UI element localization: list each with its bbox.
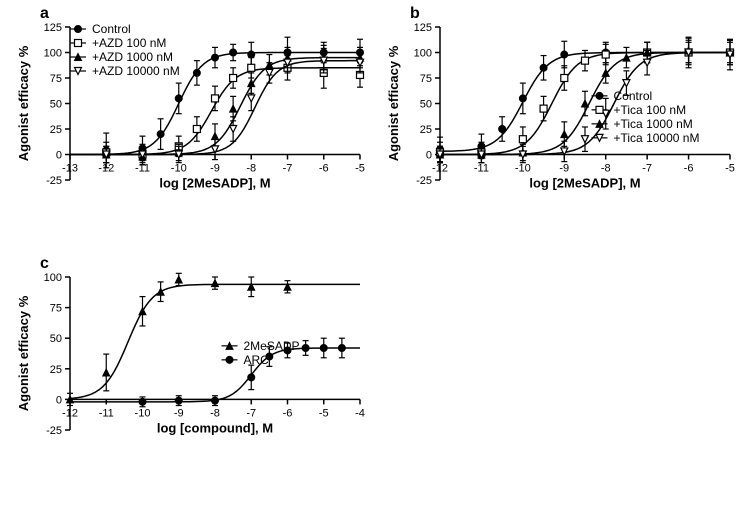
svg-text:Agonist efficacy %: Agonist efficacy %: [16, 295, 31, 411]
panel-label-a: a: [40, 5, 49, 23]
svg-text:50: 50: [50, 99, 62, 111]
svg-text:+Tica 100 nM: +Tica 100 nM: [614, 103, 687, 117]
svg-text:-4: -4: [355, 407, 365, 419]
svg-text:-5: -5: [355, 163, 365, 175]
panel-label-b: b: [410, 5, 420, 23]
svg-text:-9: -9: [174, 407, 184, 419]
chart-b: -25 0 25 50 75 100 125 -12 -11 -10 -9 -8 -7 -6 -5 log […: [380, 5, 740, 225]
svg-text:100: 100: [44, 272, 62, 284]
svg-text:75: 75: [50, 303, 62, 315]
svg-text:Control: Control: [92, 22, 131, 36]
svg-text:-5: -5: [725, 163, 735, 175]
svg-text:100: 100: [44, 48, 62, 60]
svg-text:25: 25: [50, 124, 62, 136]
svg-text:Agonist efficacy %: Agonist efficacy %: [16, 45, 31, 161]
svg-text:50: 50: [50, 333, 62, 345]
svg-text:75: 75: [50, 73, 62, 85]
svg-text:+AZD 100 nM: +AZD 100 nM: [92, 36, 166, 50]
svg-text:-13: -13: [62, 163, 78, 175]
svg-text:-9: -9: [210, 163, 220, 175]
svg-text:-6: -6: [684, 163, 694, 175]
svg-text:Control: Control: [614, 89, 653, 103]
svg-text:-7: -7: [283, 163, 293, 175]
svg-text:125: 125: [414, 22, 432, 34]
svg-text:0: 0: [56, 394, 62, 406]
svg-text:-11: -11: [99, 407, 114, 419]
svg-text:ARC: ARC: [244, 353, 270, 367]
svg-text:25: 25: [50, 364, 62, 376]
svg-text:-25: -25: [416, 175, 432, 187]
svg-text:-11: -11: [474, 163, 489, 175]
panel-b: b -25 0 25 50 75 100 125 -12 -11 -10 -9 -8 -7 -6 -5 log…: [380, 5, 740, 225]
svg-text:log [2MeSADP], M: log [2MeSADP], M: [529, 176, 640, 191]
svg-text:-7: -7: [246, 407, 256, 419]
svg-text:log [compound], M: log [compound], M: [157, 420, 273, 435]
panel-label-c: c: [40, 255, 49, 273]
svg-text:log [2MeSADP], M: log [2MeSADP], M: [159, 176, 270, 191]
chart-c: -25 0 25 50 75 100 -12 -11 -10 -9 -8 -7 -6 -5 -4 log [c…: [10, 255, 370, 475]
svg-text:100: 100: [414, 48, 432, 60]
svg-text:75: 75: [420, 73, 432, 85]
svg-text:+AZD 10000 nM: +AZD 10000 nM: [92, 64, 180, 78]
svg-text:0: 0: [56, 150, 62, 162]
svg-text:125: 125: [44, 22, 62, 34]
svg-text:-8: -8: [210, 407, 220, 419]
svg-text:-25: -25: [46, 425, 62, 437]
panel-c: c -25 0 25 50 75 100 -12 -11 -10 -9 -8 -7 -6 -5 -4 log …: [10, 255, 370, 475]
svg-text:-8: -8: [246, 163, 256, 175]
svg-text:50: 50: [420, 99, 432, 111]
svg-text:-10: -10: [515, 163, 531, 175]
svg-text:-9: -9: [559, 163, 569, 175]
svg-text:0: 0: [426, 150, 432, 162]
svg-text:-6: -6: [319, 163, 329, 175]
svg-text:+Tica 10000 nM: +Tica 10000 nM: [614, 131, 700, 145]
svg-text:25: 25: [420, 124, 432, 136]
svg-text:-12: -12: [432, 163, 448, 175]
svg-text:-25: -25: [46, 175, 62, 187]
svg-text:-8: -8: [601, 163, 611, 175]
panel-a: a -250255075100125-13-12-11-10-9-8-7-6-5…: [10, 5, 370, 225]
svg-text:-10: -10: [171, 163, 187, 175]
svg-text:+AZD 1000 nM: +AZD 1000 nM: [92, 50, 173, 64]
chart-a: -250255075100125-13-12-11-10-9-8-7-6-5lo…: [10, 5, 370, 225]
svg-text:Agonist efficacy %: Agonist efficacy %: [386, 45, 401, 161]
svg-text:-12: -12: [62, 407, 78, 419]
svg-text:-10: -10: [135, 407, 151, 419]
svg-text:2MeSADP: 2MeSADP: [244, 339, 300, 353]
svg-text:-7: -7: [642, 163, 652, 175]
svg-text:+Tica 1000 nM: +Tica 1000 nM: [614, 117, 693, 131]
svg-text:-5: -5: [319, 407, 329, 419]
svg-text:-6: -6: [283, 407, 293, 419]
